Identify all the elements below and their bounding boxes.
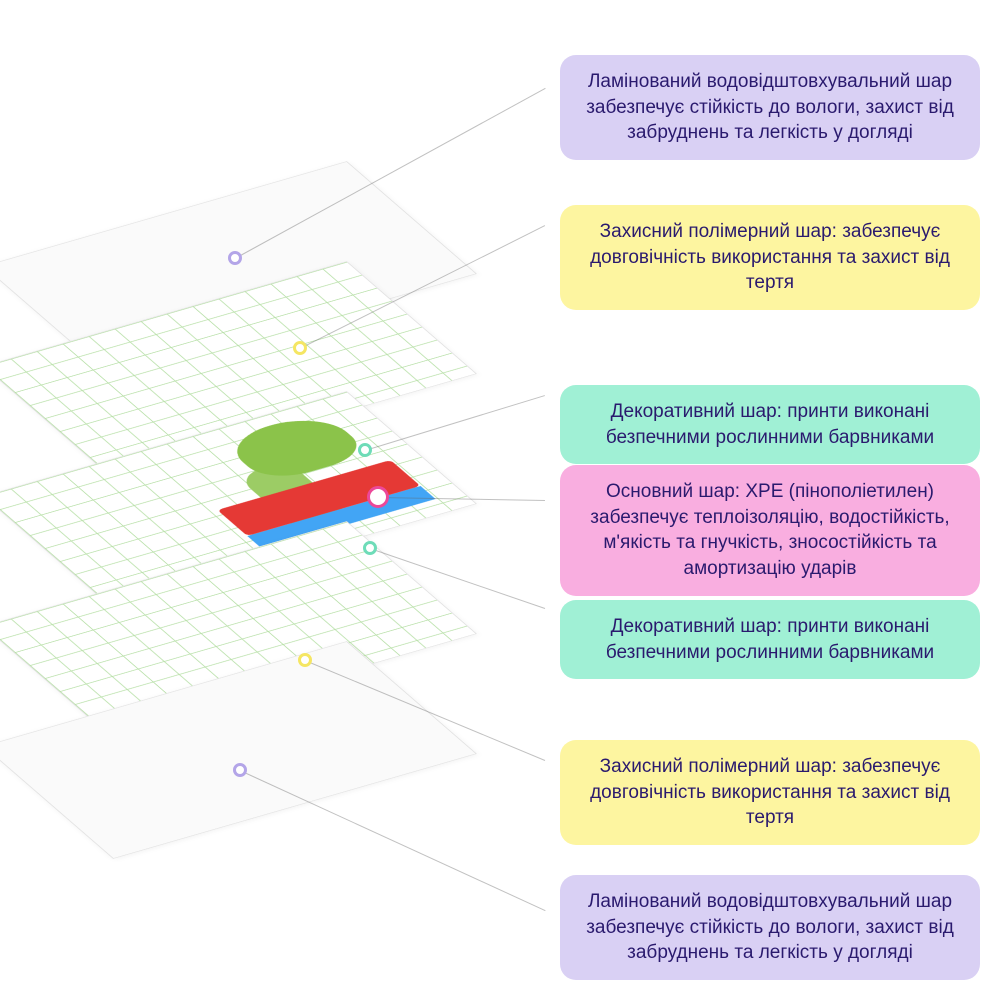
connector-dot-4	[363, 541, 377, 555]
core-layer-ring-icon	[367, 486, 389, 508]
layer-label-6: Ламінований водовідштовхувальний шар заб…	[560, 875, 980, 980]
layer-label-5: Захисний полімерний шар: забезпечує довг…	[560, 740, 980, 845]
connector-dot-1	[293, 341, 307, 355]
layer-label-4: Декоративний шар: принти виконані безпеч…	[560, 600, 980, 679]
connector-dot-6	[233, 763, 247, 777]
layer-label-0: Ламінований водовідштовхувальний шар заб…	[560, 55, 980, 160]
connector-dot-2	[358, 443, 372, 457]
layer-label-3: Основний шар: XPE (пінополіетилен) забез…	[560, 465, 980, 596]
connector-dot-5	[298, 653, 312, 667]
connector-dot-0	[228, 251, 242, 265]
layer-label-1: Захисний полімерний шар: забезпечує довг…	[560, 205, 980, 310]
exploded-layers	[0, 0, 480, 1000]
layer-label-2: Декоративний шар: принти виконані безпеч…	[560, 385, 980, 464]
labels-area: Ламінований водовідштовхувальний шар заб…	[540, 20, 980, 980]
